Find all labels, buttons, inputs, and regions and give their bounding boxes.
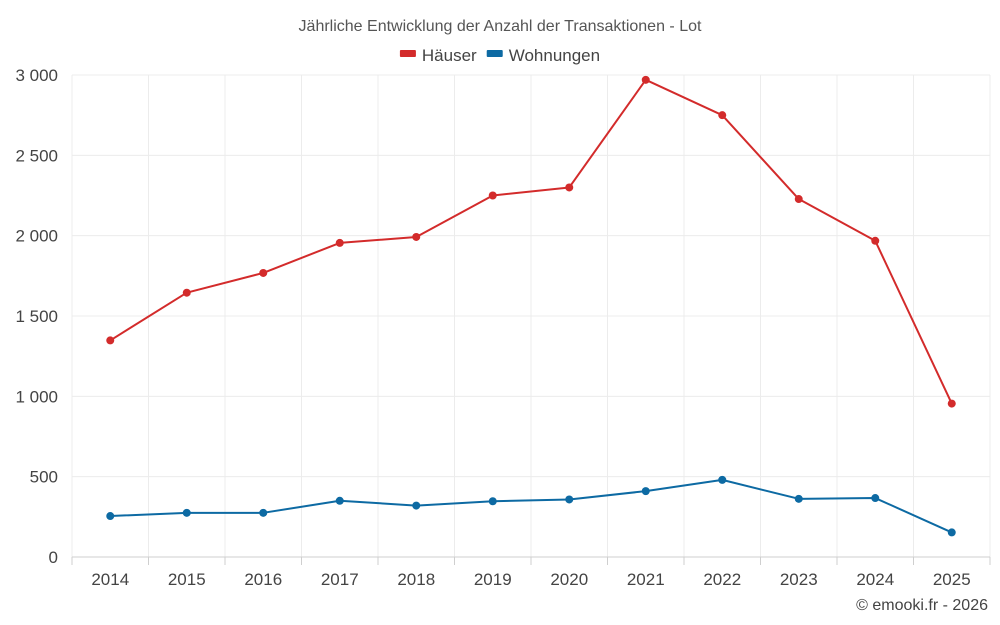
x-tick-label: 2016	[244, 570, 282, 589]
data-point[interactable]	[106, 336, 115, 345]
data-point[interactable]	[335, 496, 344, 505]
x-tick-label: 2015	[168, 570, 206, 589]
data-point[interactable]	[871, 494, 880, 503]
series-häuser	[106, 75, 956, 408]
legend-swatch	[486, 50, 503, 57]
y-tick-label: 2 000	[15, 227, 58, 246]
x-tick-label: 2021	[627, 570, 665, 589]
series-layer	[106, 75, 956, 537]
legend-item[interactable]: Häuser	[399, 46, 477, 65]
data-point[interactable]	[794, 195, 803, 204]
x-tick-label: 2024	[856, 570, 894, 589]
data-point[interactable]	[871, 236, 880, 245]
data-point[interactable]	[182, 288, 191, 297]
legend-item[interactable]: Wohnungen	[486, 46, 600, 65]
x-tick-label: 2022	[703, 570, 741, 589]
data-point[interactable]	[106, 512, 115, 521]
y-tick-label: 1 500	[15, 307, 58, 326]
legend-swatch	[399, 50, 416, 57]
legend: Häuser Wohnungen	[399, 46, 600, 65]
data-point[interactable]	[718, 111, 727, 120]
x-tick-label: 2019	[474, 570, 512, 589]
data-point[interactable]	[259, 508, 268, 517]
data-point[interactable]	[947, 399, 956, 408]
series-line	[109, 78, 953, 404]
y-tick-label: 500	[30, 468, 58, 487]
chart-title: Jährliche Entwicklung der Anzahl der Tra…	[299, 18, 702, 35]
data-point[interactable]	[794, 494, 803, 503]
data-point[interactable]	[565, 183, 574, 192]
data-point[interactable]	[412, 232, 421, 241]
y-tick-label: 1 000	[15, 387, 58, 406]
y-axis: 0 500 1 000 1 500 2 000 2 500 3 000	[15, 66, 58, 567]
y-tick-label: 3 000	[15, 66, 58, 85]
series-wohnungen	[106, 475, 956, 537]
data-point[interactable]	[641, 487, 650, 496]
data-point[interactable]	[947, 528, 956, 537]
gridlines	[71, 74, 991, 557]
data-point[interactable]	[565, 495, 574, 504]
x-tick-label: 2017	[321, 570, 359, 589]
x-tick-label: 2014	[91, 570, 129, 589]
legend-label: Häuser	[422, 46, 477, 65]
data-point[interactable]	[412, 501, 421, 510]
data-point[interactable]	[641, 75, 650, 84]
x-axis: 2014 2015 2016 2017 2018 2019 2020 2021 2022 2023…	[71, 556, 991, 589]
legend-label: Wohnungen	[509, 46, 600, 65]
x-tick-label: 2025	[933, 570, 971, 589]
series-line	[110, 478, 953, 534]
data-point[interactable]	[182, 508, 191, 517]
x-tick-label: 2023	[780, 570, 818, 589]
data-point[interactable]	[335, 238, 344, 247]
data-point[interactable]	[488, 191, 497, 200]
data-point[interactable]	[718, 475, 727, 484]
x-tick-label: 2020	[550, 570, 588, 589]
y-tick-label: 0	[49, 548, 58, 567]
y-tick-label: 2 500	[15, 146, 58, 165]
x-tick-label: 2018	[397, 570, 435, 589]
data-point[interactable]	[259, 268, 268, 277]
credit-text: © emooki.fr - 2026	[856, 597, 988, 614]
data-point[interactable]	[488, 497, 497, 506]
